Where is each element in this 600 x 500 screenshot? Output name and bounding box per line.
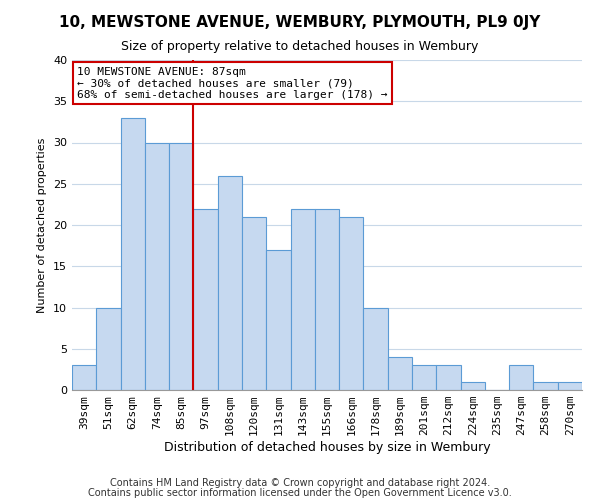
Text: 10, MEWSTONE AVENUE, WEMBURY, PLYMOUTH, PL9 0JY: 10, MEWSTONE AVENUE, WEMBURY, PLYMOUTH, …	[59, 15, 541, 30]
Bar	[72, 365, 96, 390]
Text: Contains public sector information licensed under the Open Government Licence v3: Contains public sector information licen…	[88, 488, 512, 498]
Bar	[193, 208, 218, 390]
Bar	[412, 365, 436, 390]
Bar	[388, 357, 412, 390]
Text: Size of property relative to detached houses in Wembury: Size of property relative to detached ho…	[121, 40, 479, 53]
Text: Contains HM Land Registry data © Crown copyright and database right 2024.: Contains HM Land Registry data © Crown c…	[110, 478, 490, 488]
Bar	[169, 142, 193, 390]
Bar	[290, 208, 315, 390]
Bar	[218, 176, 242, 390]
Text: 10 MEWSTONE AVENUE: 87sqm
← 30% of detached houses are smaller (79)
68% of semi-: 10 MEWSTONE AVENUE: 87sqm ← 30% of detac…	[77, 66, 388, 100]
Bar	[436, 365, 461, 390]
Bar	[121, 118, 145, 390]
Bar	[461, 382, 485, 390]
Bar	[533, 382, 558, 390]
Bar	[266, 250, 290, 390]
Bar	[364, 308, 388, 390]
Bar	[242, 217, 266, 390]
Y-axis label: Number of detached properties: Number of detached properties	[37, 138, 47, 312]
Bar	[339, 217, 364, 390]
Bar	[509, 365, 533, 390]
Bar	[315, 208, 339, 390]
Bar	[558, 382, 582, 390]
Bar	[96, 308, 121, 390]
X-axis label: Distribution of detached houses by size in Wembury: Distribution of detached houses by size …	[164, 441, 490, 454]
Bar	[145, 142, 169, 390]
